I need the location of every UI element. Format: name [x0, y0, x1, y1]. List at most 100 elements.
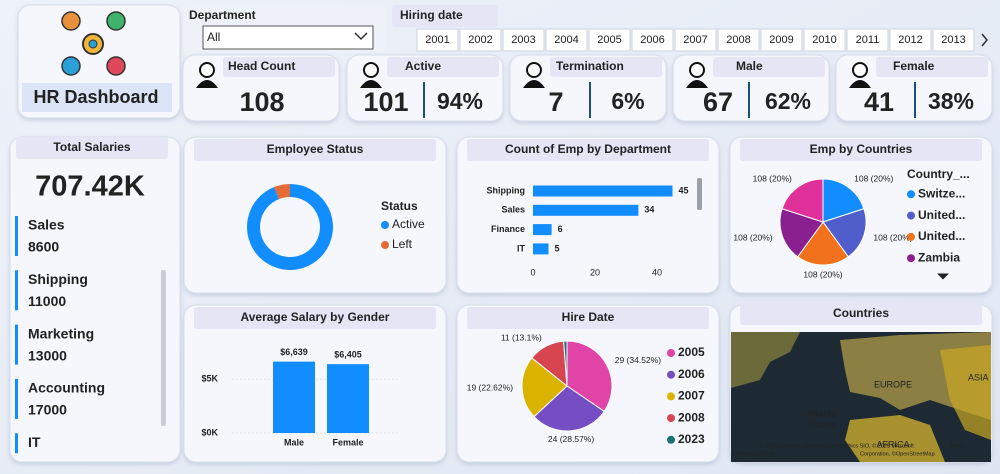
map-label: Ocean: [809, 420, 837, 431]
total-salaries-value: 707.42K: [35, 171, 145, 203]
pie-slice: [566, 340, 613, 413]
dropdown[interactable]: [202, 25, 374, 50]
year-tile-label: 2008: [726, 34, 750, 46]
map-label: EUROPE: [874, 379, 912, 389]
legend-label: United...: [918, 229, 965, 243]
panel-title-bar: [467, 139, 709, 161]
kpi-value: 7: [548, 87, 563, 117]
map-terms[interactable]: Terms: [950, 443, 965, 449]
panel-title: Hire Date: [562, 310, 615, 324]
year-tile-label: 2006: [640, 34, 664, 46]
logo-person: [61, 56, 81, 76]
map-logo: Microsoft Bing: [733, 451, 775, 458]
salary-item-bar: [15, 433, 18, 454]
kpi-title-bar: [876, 57, 988, 77]
panel-title-bar: [194, 139, 436, 161]
kpi-percent: 62%: [765, 88, 811, 114]
y-tick-label: Shipping: [487, 185, 526, 195]
kpi-icon-head: [852, 62, 868, 78]
kpi-title: Termination: [556, 59, 624, 73]
salary-item-name: Marketing: [28, 325, 94, 341]
legend-label: Active: [392, 217, 425, 231]
year-tile-label: 2013: [941, 34, 965, 46]
legend-label: 2006: [678, 367, 705, 381]
year-tile-label: 2012: [898, 34, 922, 46]
salary-item-name: IT: [28, 434, 41, 450]
dropdown-chevron: [354, 32, 368, 41]
year-tile[interactable]: [545, 28, 588, 52]
panel-title-bar: [16, 137, 168, 159]
scrollbar: [161, 270, 166, 426]
kpi-title-bar: [387, 57, 499, 77]
logo-gear-center: [88, 39, 98, 49]
y-tick-label: $0K: [201, 427, 218, 437]
pie-slice: [822, 178, 865, 223]
pie-slice: [274, 184, 290, 200]
salary-item-value: 11000: [28, 293, 66, 309]
year-tile[interactable]: [588, 28, 631, 52]
dropdown-value: All: [207, 30, 220, 44]
legend-marker: [667, 414, 675, 423]
salary-item-value: 17000: [28, 402, 67, 418]
kpi-icon-head: [689, 62, 705, 78]
year-tile[interactable]: [631, 28, 674, 52]
panel: [183, 136, 447, 294]
data-label: 19 (22.62%): [467, 382, 513, 392]
y-tick-label: IT: [517, 243, 526, 253]
logo-person: [106, 56, 126, 76]
x-tick-label: Female: [332, 437, 363, 447]
map-attribution: © 2025 TomTom, Earthstar Geographics SIO…: [760, 442, 914, 449]
salary-item-name: Accounting: [28, 380, 105, 396]
x-tick-label: 20: [590, 267, 600, 277]
legend-marker: [667, 370, 675, 379]
legend-marker: [667, 435, 675, 444]
year-tile[interactable]: [889, 28, 932, 52]
map-label: Atlantic: [807, 409, 838, 420]
dashboard-title: HR Dashboard: [33, 87, 158, 107]
year-tile[interactable]: [459, 28, 502, 52]
salary-item-value: 8600: [28, 239, 59, 255]
slicer-label: Department: [189, 8, 256, 22]
kpi-icon-body: [523, 80, 545, 88]
legend-marker: [907, 211, 915, 220]
pie-slice: [563, 340, 568, 387]
year-tile-label: 2009: [769, 34, 793, 46]
year-tile[interactable]: [502, 28, 545, 52]
year-tile-label: 2005: [597, 34, 621, 46]
legend-label: Zambia: [918, 250, 960, 264]
legend-label: 2023: [678, 432, 705, 446]
x-tick-label: 0: [530, 267, 535, 277]
panel-title: Emp by Countries: [810, 142, 913, 156]
panel-title-bar: [467, 307, 709, 329]
year-tile[interactable]: [846, 28, 889, 52]
logo-person: [106, 11, 126, 31]
year-scroll: [981, 33, 988, 47]
bar: [533, 185, 673, 197]
data-label: $6,405: [334, 350, 362, 360]
legend-label: Switze...: [918, 186, 965, 200]
pie-slice: [779, 208, 824, 258]
kpi-title: Active: [405, 59, 441, 73]
salary-item-bar: [15, 270, 18, 311]
y-tick-label: Finance: [491, 224, 525, 234]
legend-label: 2005: [678, 345, 705, 359]
kpi-icon-head: [526, 62, 542, 78]
year-tile[interactable]: [416, 28, 459, 52]
year-tile[interactable]: [803, 28, 846, 52]
year-tile[interactable]: [932, 28, 975, 52]
scrollbar: [697, 178, 702, 210]
year-tile[interactable]: [760, 28, 803, 52]
kpi-title-bar: [223, 57, 335, 77]
legend-label: Left: [392, 237, 413, 251]
year-tile[interactable]: [674, 28, 717, 52]
pie-slice: [781, 178, 824, 223]
panel-title: Countries: [833, 306, 889, 320]
legend-scroll: [937, 273, 949, 280]
panel-title-bar: [740, 139, 982, 161]
data-label: 5: [555, 243, 560, 253]
year-tile-label: 2001: [425, 34, 449, 46]
kpi-title: Male: [736, 59, 763, 73]
year-tile-label: 2003: [511, 34, 535, 46]
year-tile[interactable]: [717, 28, 760, 52]
kpi-value: 108: [239, 87, 284, 117]
